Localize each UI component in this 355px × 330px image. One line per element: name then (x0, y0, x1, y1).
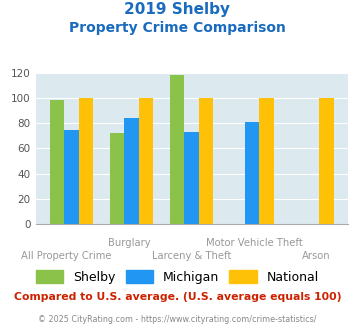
Text: © 2025 CityRating.com - https://www.cityrating.com/crime-statistics/: © 2025 CityRating.com - https://www.city… (38, 315, 317, 324)
Bar (78, 98, 93, 224)
Bar (124, 118, 139, 224)
Legend: Shelby, Michigan, National: Shelby, Michigan, National (31, 265, 324, 289)
Text: Compared to U.S. average. (U.S. average equals 100): Compared to U.S. average. (U.S. average … (14, 292, 341, 302)
Bar (259, 98, 274, 224)
Bar (245, 122, 259, 224)
Bar (50, 100, 64, 224)
Text: Arson: Arson (302, 251, 331, 261)
Text: All Property Crime: All Property Crime (22, 251, 112, 261)
Bar (110, 133, 124, 224)
Bar (319, 98, 334, 224)
Bar (64, 129, 78, 224)
Bar (185, 132, 199, 224)
Text: Motor Vehicle Theft: Motor Vehicle Theft (206, 238, 302, 248)
Text: Property Crime Comparison: Property Crime Comparison (69, 21, 286, 35)
Bar (139, 98, 153, 224)
Bar (199, 98, 213, 224)
Text: 2019 Shelby: 2019 Shelby (125, 2, 230, 16)
Text: Larceny & Theft: Larceny & Theft (152, 251, 231, 261)
Bar (170, 75, 185, 224)
Text: Burglary: Burglary (108, 238, 151, 248)
